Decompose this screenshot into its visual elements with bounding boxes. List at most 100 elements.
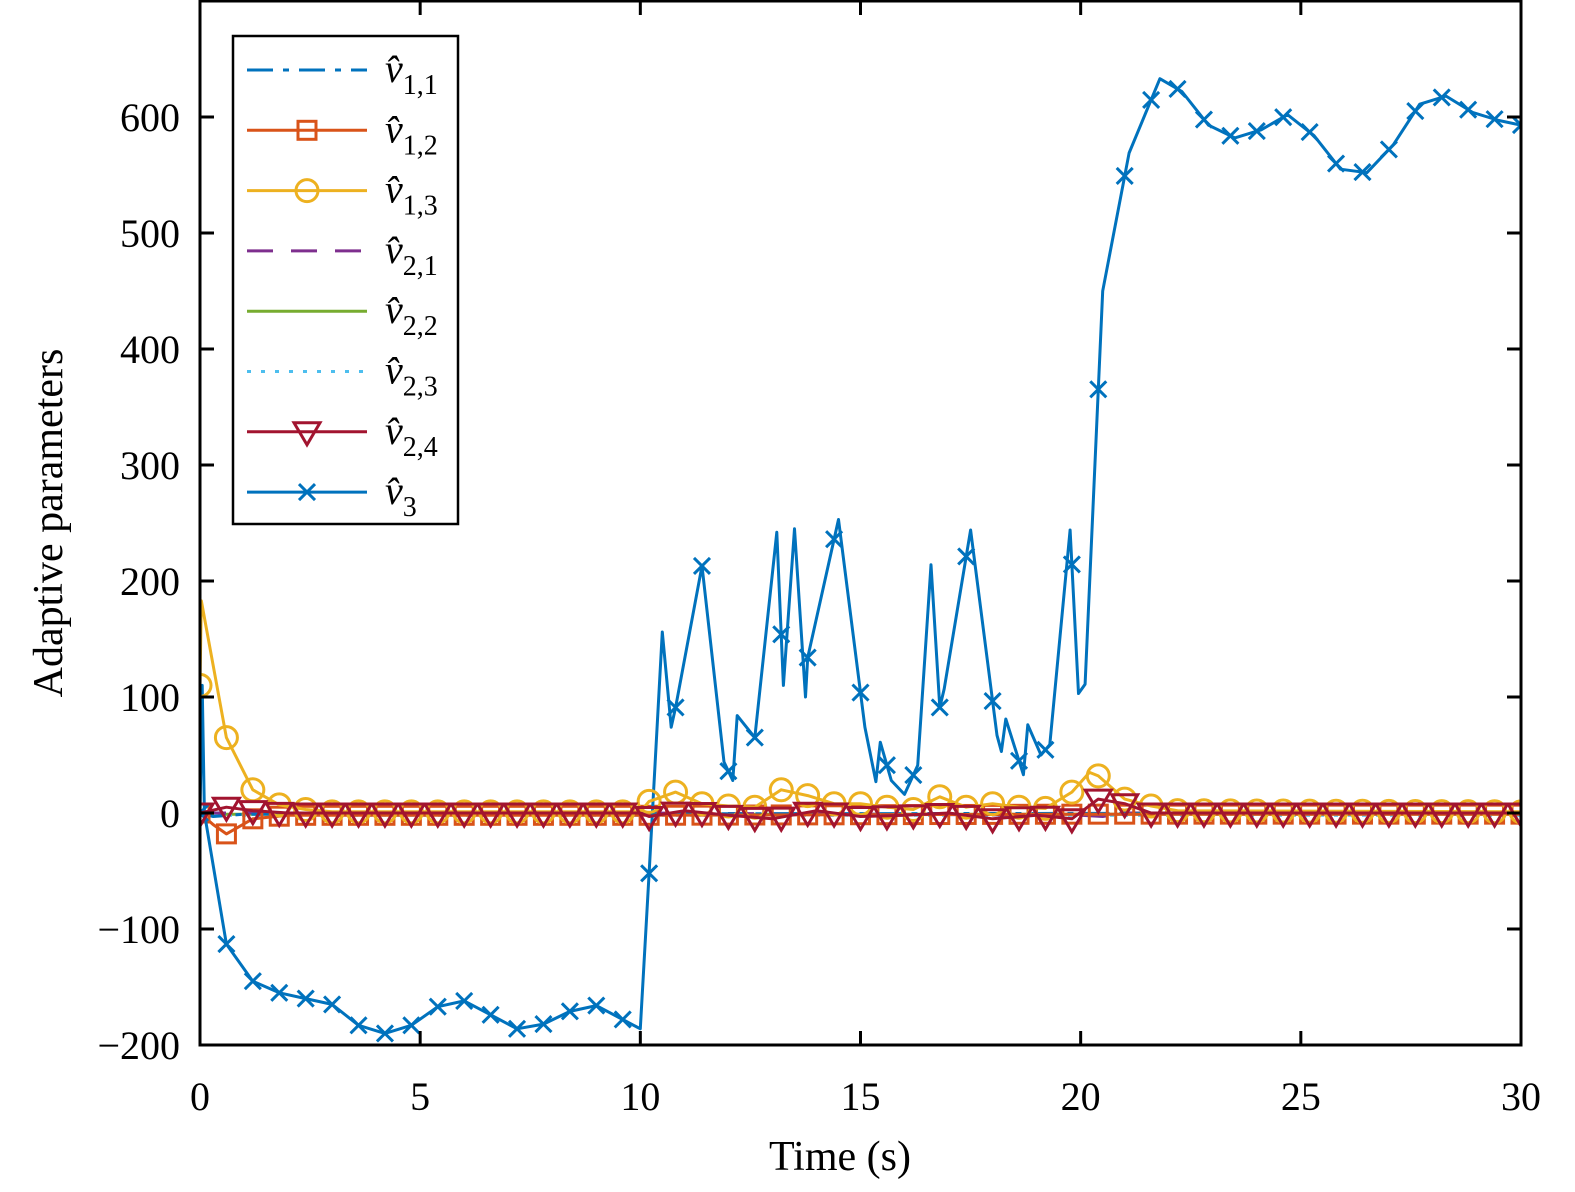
data-marker xyxy=(1056,808,1088,835)
legend-entry: v̂2,3 xyxy=(247,348,438,403)
data-marker xyxy=(1135,802,1167,829)
data-marker xyxy=(1373,802,1405,829)
data-marker xyxy=(580,802,612,829)
y-tick-label: 200 xyxy=(120,559,180,604)
data-marker xyxy=(692,556,712,575)
data-marker xyxy=(1161,802,1194,829)
data-marker xyxy=(200,802,216,829)
data-marker xyxy=(636,788,662,814)
data-marker xyxy=(263,801,295,829)
legend-label: v̂2,4 xyxy=(385,408,438,463)
data-marker xyxy=(1320,802,1352,829)
data-marker xyxy=(1085,763,1111,789)
legend-marker xyxy=(294,178,320,204)
data-marker xyxy=(765,806,797,834)
legend-entry: v̂2,1 xyxy=(247,227,438,282)
legend-entry: v̂1,3 xyxy=(247,167,438,222)
data-marker xyxy=(666,698,685,717)
y-tick-label: 0 xyxy=(160,791,180,836)
data-marker xyxy=(607,802,639,829)
legend-marker xyxy=(296,119,318,141)
data-marker xyxy=(1115,166,1134,186)
data-marker xyxy=(1089,380,1108,399)
data-marker xyxy=(1194,110,1214,129)
x-axis-label: Time (s) xyxy=(769,1134,911,1180)
legend-label: v̂1,1 xyxy=(385,46,438,101)
data-marker xyxy=(1217,798,1243,824)
data-marker xyxy=(215,823,237,845)
legend-entry: v̂1,1 xyxy=(247,46,438,101)
data-marker xyxy=(1087,803,1109,825)
data-marker xyxy=(1406,101,1425,121)
data-marker xyxy=(633,805,665,833)
data-marker xyxy=(1168,79,1187,98)
data-marker xyxy=(402,1016,421,1035)
data-marker xyxy=(712,804,745,832)
data-marker xyxy=(745,728,764,747)
data-marker xyxy=(554,802,586,829)
data-marker xyxy=(851,683,870,702)
data-marker xyxy=(213,725,239,751)
data-marker xyxy=(1452,802,1484,829)
data-marker xyxy=(798,648,817,667)
data-marker xyxy=(375,1024,395,1043)
y-tick-label: 600 xyxy=(120,95,180,140)
data-marker xyxy=(1267,802,1299,829)
data-marker xyxy=(1062,555,1081,574)
series-7 xyxy=(200,788,1521,835)
data-marker xyxy=(1191,798,1217,824)
data-marker xyxy=(342,802,375,829)
data-marker xyxy=(455,991,474,1010)
data-marker xyxy=(659,801,692,829)
data-marker xyxy=(983,691,1002,711)
data-marker xyxy=(1188,802,1220,829)
data-marker xyxy=(1036,740,1055,759)
legend-entry: v̂2,4 xyxy=(247,408,438,463)
data-marker xyxy=(848,791,873,817)
data-marker xyxy=(501,802,533,829)
data-marker xyxy=(1402,798,1428,824)
data-marker xyxy=(1300,123,1319,142)
ticks-layer: 0 5 10 15 20 25 30 −200 −100 0 100 200 300 400 500 600 xyxy=(97,1,1541,1119)
data-marker xyxy=(1165,798,1191,824)
data-marker xyxy=(1326,154,1346,173)
data-marker xyxy=(1009,751,1029,770)
x-tick-label: 25 xyxy=(1281,1074,1321,1119)
legend-label: v̂2,2 xyxy=(385,287,438,342)
data-marker xyxy=(927,784,953,810)
data-marker xyxy=(1294,802,1326,829)
data-marker xyxy=(527,802,560,829)
data-marker xyxy=(200,672,213,698)
data-marker xyxy=(1505,802,1521,829)
data-marker xyxy=(613,1010,632,1029)
data-marker xyxy=(1214,802,1247,829)
x-tick-label: 20 xyxy=(1061,1074,1101,1119)
data-marker xyxy=(897,804,929,831)
data-marker xyxy=(686,802,718,829)
y-tick-label: −200 xyxy=(97,1023,180,1068)
data-marker xyxy=(904,766,923,785)
x-tick-label: 5 xyxy=(410,1074,430,1119)
data-marker xyxy=(369,802,401,829)
data-marker xyxy=(1459,100,1478,119)
data-marker xyxy=(210,796,243,824)
legend-label: v̂1,2 xyxy=(385,106,438,161)
data-marker xyxy=(1241,802,1273,829)
x-tick-label: 30 xyxy=(1501,1074,1541,1119)
legend-label: v̂1,3 xyxy=(385,167,438,222)
x-tick-label: 10 xyxy=(620,1074,660,1119)
data-marker xyxy=(1109,793,1141,820)
legend: v̂1,1v̂1,2 v̂1,3v̂2,1v̂2,2 v̂2,3v̂2,4 v̂3 xyxy=(231,34,460,526)
data-marker xyxy=(1399,802,1431,829)
data-marker xyxy=(792,801,824,829)
data-marker xyxy=(957,547,976,566)
data-marker xyxy=(1247,122,1266,141)
data-marker xyxy=(976,808,1009,835)
legend-box xyxy=(231,34,460,526)
data-marker xyxy=(422,802,454,829)
data-marker xyxy=(587,996,606,1015)
data-marker xyxy=(481,1005,500,1024)
legend-label: v̂3 xyxy=(385,468,417,523)
data-marker xyxy=(930,698,949,717)
y-tick-label: 300 xyxy=(120,443,180,488)
